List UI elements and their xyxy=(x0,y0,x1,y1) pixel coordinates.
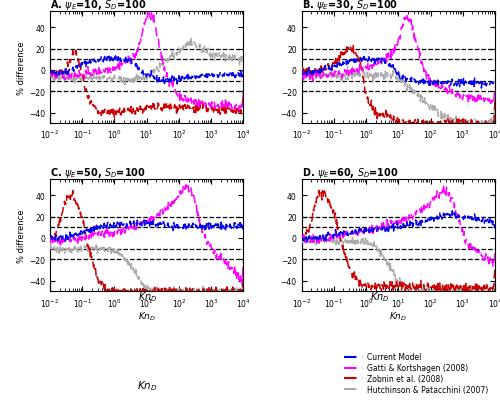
Text: $Kn_D$: $Kn_D$ xyxy=(137,378,158,392)
Text: $Kn_D$: $Kn_D$ xyxy=(370,290,390,303)
Y-axis label: % difference: % difference xyxy=(17,41,26,95)
Legend: Current Model, Gatti & Kortshagen (2008), Zobnin et al. (2008), Hutchinson & Pat: Current Model, Gatti & Kortshagen (2008)… xyxy=(341,350,491,397)
X-axis label: $Kn_D$: $Kn_D$ xyxy=(389,310,407,323)
Text: A. $\psi_E$=10, $S_D$=100: A. $\psi_E$=10, $S_D$=100 xyxy=(50,0,146,12)
Text: D. $\psi_E$=60, $S_D$=100: D. $\psi_E$=60, $S_D$=100 xyxy=(302,166,398,180)
X-axis label: $Kn_D$: $Kn_D$ xyxy=(138,310,156,323)
Text: B. $\psi_E$=30, $S_D$=100: B. $\psi_E$=30, $S_D$=100 xyxy=(302,0,398,12)
Text: $Kn_D$: $Kn_D$ xyxy=(138,290,157,303)
Y-axis label: % difference: % difference xyxy=(17,209,26,262)
Text: C. $\psi_E$=50, $S_D$=100: C. $\psi_E$=50, $S_D$=100 xyxy=(50,166,146,180)
